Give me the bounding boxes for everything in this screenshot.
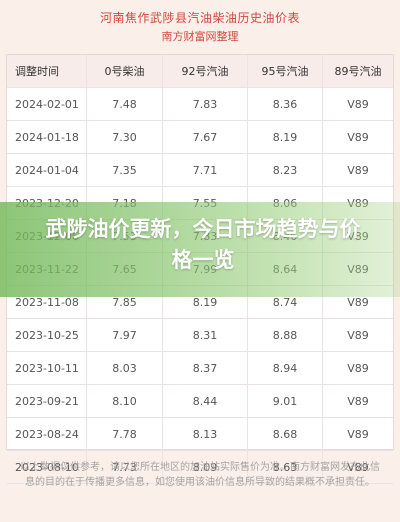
cell-gasoline-89: V89 <box>347 97 369 111</box>
table-row: 2023-08-24 7.78 8.13 8.68 V89 <box>7 418 393 451</box>
table-row: 2023-11-08 7.85 8.19 8.74 V89 <box>7 286 393 319</box>
cell-gasoline-89: V89 <box>347 460 369 474</box>
cell-gasoline-92: 8.19 <box>163 286 248 318</box>
cell-gasoline-95: 8.23 <box>248 154 323 186</box>
cell-gasoline-95: 8.63 <box>248 451 323 483</box>
cell-gasoline-95: 8.94 <box>248 352 323 384</box>
cell-date: 2024-01-04 <box>7 154 87 186</box>
cell-gasoline-95: 8.19 <box>248 121 323 153</box>
cell-gasoline-95: 8.88 <box>248 319 323 351</box>
table-header-row: 调整时间 0号柴油 92号汽油 95号汽油 89号汽油 <box>7 55 393 88</box>
cell-diesel-0: 7.30 <box>87 121 163 153</box>
table-row: 2023-08-10 7.73 8.09 8.63 V89 <box>7 451 393 484</box>
table-row: 2024-01-18 7.30 7.67 8.19 V89 <box>7 121 393 154</box>
cell-gasoline-92: 8.13 <box>163 418 248 450</box>
column-header-gasoline-89: 89号汽油 <box>334 65 382 78</box>
cell-gasoline-95: 8.74 <box>248 286 323 318</box>
cell-gasoline-92: 7.71 <box>163 154 248 186</box>
cell-gasoline-89: V89 <box>347 163 369 177</box>
cell-gasoline-92: 7.67 <box>163 121 248 153</box>
cell-gasoline-89: V89 <box>347 295 369 309</box>
table-source: 南方财富网整理 <box>161 30 239 43</box>
column-header-gasoline-95: 95号汽油 <box>248 55 323 87</box>
table-row: 2023-10-25 7.97 8.31 8.88 V89 <box>7 319 393 352</box>
cell-date: 2023-08-24 <box>7 418 87 450</box>
table-header: 河南焦作武陟县汽油柴油历史油价表 南方财富网整理 <box>0 0 400 50</box>
table-row: 2023-09-21 8.10 8.44 9.01 V89 <box>7 385 393 418</box>
cell-date: 2024-02-01 <box>7 88 87 120</box>
cell-date: 2024-01-18 <box>7 121 87 153</box>
cell-diesel-0: 7.97 <box>87 319 163 351</box>
cell-diesel-0: 7.35 <box>87 154 163 186</box>
cell-date: 2023-10-11 <box>7 352 87 384</box>
cell-diesel-0: 8.03 <box>87 352 163 384</box>
cell-gasoline-92: 8.31 <box>163 319 248 351</box>
cell-diesel-0: 8.10 <box>87 385 163 417</box>
cell-date: 2023-10-25 <box>7 319 87 351</box>
headline-text: 武陟油价更新，今日市场趋势与价格一览 <box>45 217 361 272</box>
cell-gasoline-89: V89 <box>347 361 369 375</box>
cell-diesel-0: 7.78 <box>87 418 163 450</box>
cell-gasoline-92: 8.09 <box>163 451 248 483</box>
cell-date: 2023-08-10 <box>7 451 87 483</box>
column-header-gasoline-92: 92号汽油 <box>163 55 248 87</box>
cell-gasoline-92: 7.83 <box>163 88 248 120</box>
table-title: 河南焦作武陟县汽油柴油历史油价表 <box>99 11 300 25</box>
cell-gasoline-92: 8.37 <box>163 352 248 384</box>
column-header-date: 调整时间 <box>7 55 87 87</box>
disclaimer-note: 以上数据仅供参考，请以您所在地区的加油站实际售价为准。南方财富网发布此信息的目的… <box>20 462 380 488</box>
cell-diesel-0: 7.73 <box>87 451 163 483</box>
cell-gasoline-95: 9.01 <box>248 385 323 417</box>
cell-gasoline-92: 8.44 <box>163 385 248 417</box>
cell-date: 2023-09-21 <box>7 385 87 417</box>
table-row: 2023-10-11 8.03 8.37 8.94 V89 <box>7 352 393 385</box>
cell-gasoline-95: 8.36 <box>248 88 323 120</box>
cell-date: 2023-11-08 <box>7 286 87 318</box>
cell-gasoline-89: V89 <box>347 427 369 441</box>
column-header-diesel-0: 0号柴油 <box>87 55 163 87</box>
cell-diesel-0: 7.85 <box>87 286 163 318</box>
headline-banner: 武陟油价更新，今日市场趋势与价格一览 <box>0 202 400 297</box>
cell-diesel-0: 7.48 <box>87 88 163 120</box>
cell-gasoline-95: 8.68 <box>248 418 323 450</box>
cell-gasoline-89: V89 <box>347 394 369 408</box>
table-row: 2024-02-01 7.48 7.83 8.36 V89 <box>7 88 393 121</box>
table-row: 2024-01-04 7.35 7.71 8.23 V89 <box>7 154 393 187</box>
cell-gasoline-89: V89 <box>347 130 369 144</box>
cell-gasoline-89: V89 <box>347 328 369 342</box>
